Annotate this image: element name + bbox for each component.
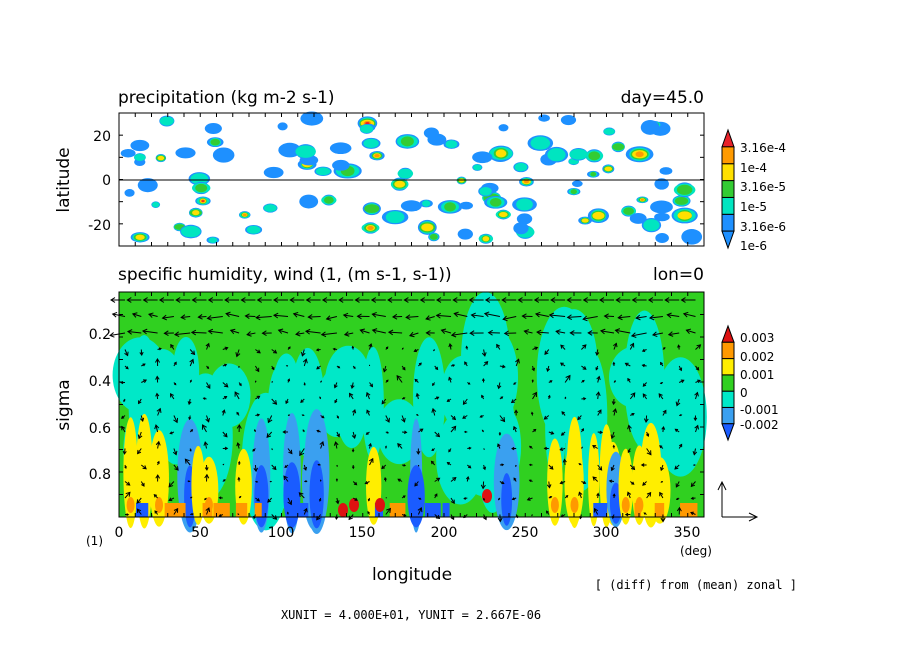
hum-colorbar-labels: 0.003 0.002 0.001 0 -0.001 -0.002: [740, 331, 779, 432]
hum-ticks: [118, 291, 705, 518]
humidity-field: [112, 291, 707, 535]
hum-xticklabels: 0 50 100 150 200 250 300 350: [115, 525, 701, 541]
prec-cbar-label-3: 3.16e-5: [740, 180, 786, 194]
precipitation-field: [119, 111, 704, 246]
hum-xlabel: longitude: [372, 565, 452, 585]
prec-cbar-label-1: 3.16e-4: [740, 141, 786, 155]
prec-ytick-20: 20: [93, 129, 111, 145]
hum-cbar-label-3: 0.001: [740, 368, 774, 382]
prec-cbar-label-4: 1e-5: [740, 200, 767, 214]
hum-yticklabels: 0.2 0.4 0.6 0.8: [89, 327, 111, 483]
reference-vector: [717, 480, 759, 522]
prec-yticklabels: 20 0 -20: [88, 129, 111, 234]
prec-colorbar-labels: 3.16e-4 1e-4 3.16e-5 1e-5 3.16e-6 1e-6: [740, 141, 786, 253]
prec-ytick-m20: -20: [88, 218, 111, 234]
xtick-250: 250: [512, 525, 539, 541]
prec-ticks: [118, 112, 705, 247]
hum-cbar-label-6: -0.002: [740, 418, 779, 432]
prec-cbar-label-6: 1e-6: [740, 239, 767, 253]
xtick-300: 300: [593, 525, 620, 541]
xtick-200: 200: [431, 525, 458, 541]
hum-cbar-label-1: 0.003: [740, 331, 774, 345]
prec-day-label: day=45.0: [621, 88, 704, 108]
prec-cbar-label-2: 1e-4: [740, 161, 767, 175]
hum-ytick-08: 0.8: [89, 467, 111, 483]
wind-vectors: [109, 297, 702, 523]
hum-ytick-04: 0.4: [89, 374, 111, 390]
hum-cbar-label-4: 0: [740, 386, 748, 400]
hum-lon-label: lon=0: [653, 265, 704, 285]
hum-ytick-02: 0.2: [89, 327, 111, 343]
hum-colorbar: [721, 324, 735, 442]
xtick-350: 350: [674, 525, 701, 541]
unit-footer: XUNIT = 4.000E+01, YUNIT = 2.667E-06: [281, 608, 541, 622]
prec-title: precipitation (kg m-2 s-1): [118, 88, 335, 108]
xtick-50: 50: [191, 525, 209, 541]
y-unit-label: (1): [86, 534, 103, 548]
hum-title: specific humidity, wind (1, (m s-1, s-1)…: [118, 265, 452, 285]
hum-ylabel: sigma: [54, 379, 74, 430]
xtick-100: 100: [268, 525, 295, 541]
diff-note: [ (diff) from (mean) zonal ]: [595, 578, 797, 592]
hum-cbar-label-2: 0.002: [740, 350, 774, 364]
x-unit-label: (deg): [680, 544, 712, 558]
prec-ylabel: latitude: [54, 147, 74, 212]
hum-cbar-label-5: -0.001: [740, 403, 779, 417]
prec-ytick-0: 0: [102, 173, 111, 189]
prec-cbar-label-5: 3.16e-6: [740, 220, 786, 234]
xtick-150: 150: [349, 525, 376, 541]
prec-colorbar: [721, 128, 735, 250]
hum-ytick-06: 0.6: [89, 421, 111, 437]
xtick-0: 0: [115, 525, 124, 541]
